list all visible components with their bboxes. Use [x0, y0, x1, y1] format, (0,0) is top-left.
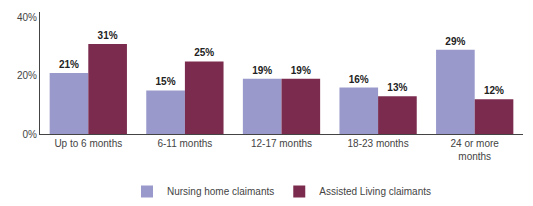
svg-text:12-17 months: 12-17 months [251, 138, 312, 149]
svg-text:6-11 months: 6-11 months [157, 138, 212, 149]
svg-text:19%: 19% [252, 65, 272, 76]
svg-text:0%: 0% [23, 129, 38, 140]
svg-text:20%: 20% [17, 70, 37, 81]
svg-text:15%: 15% [156, 76, 176, 87]
svg-text:16%: 16% [349, 74, 369, 85]
svg-text:13%: 13% [387, 82, 407, 93]
svg-text:24 or moremonths: 24 or moremonths [451, 138, 500, 162]
svg-text:29%: 29% [445, 36, 465, 47]
svg-text:31%: 31% [98, 30, 118, 41]
svg-text:25%: 25% [194, 47, 214, 58]
svg-text:Assisted Living claimants: Assisted Living claimants [319, 186, 431, 197]
svg-text:18-23 months: 18-23 months [348, 138, 409, 149]
svg-text:21%: 21% [59, 59, 79, 70]
svg-text:19%: 19% [291, 65, 311, 76]
svg-text:12%: 12% [484, 85, 504, 96]
svg-text:Up to 6 months: Up to 6 months [54, 138, 122, 149]
svg-text:Nursing home claimants: Nursing home claimants [167, 186, 274, 197]
svg-text:40%: 40% [17, 12, 37, 23]
